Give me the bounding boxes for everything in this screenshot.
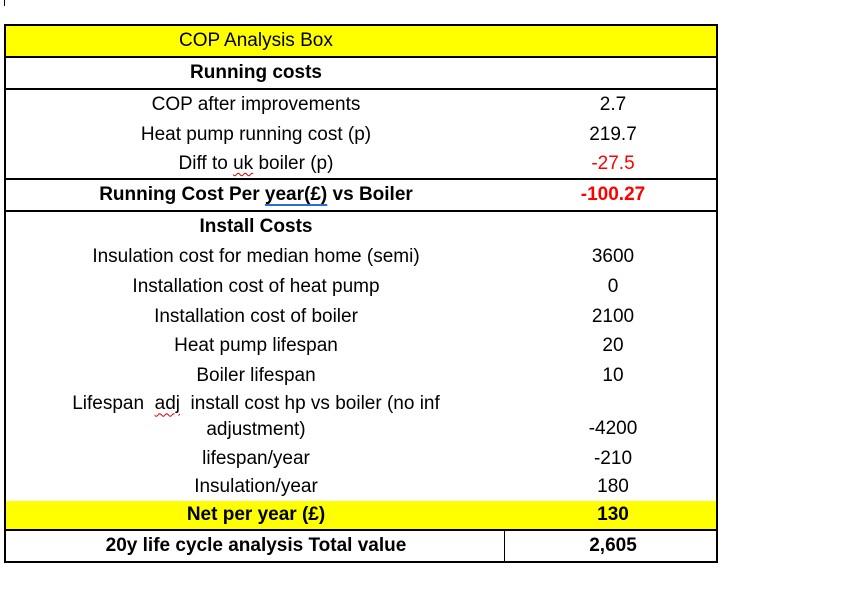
- label-line-1: Lifespan adj install cost hp vs boiler (…: [72, 391, 440, 417]
- table-row: Lifespan adj install cost hp vs boiler (…: [4, 390, 718, 444]
- table-row: Insulation/year 180: [4, 473, 718, 501]
- label-part: boiler (p): [258, 153, 334, 175]
- empty-cell[interactable]: [506, 58, 720, 88]
- label-line-2: adjustment): [206, 419, 306, 440]
- table-row: Heat pump running cost (p) 219.7: [4, 120, 718, 150]
- summary-value[interactable]: -100.27: [580, 184, 646, 206]
- table-row: COP after improvements 2.7: [4, 90, 718, 120]
- running-costs-heading-row: Running costs: [4, 58, 718, 90]
- summary-label[interactable]: Running Cost Per year(£) vs Boiler: [6, 180, 506, 210]
- empty-cell[interactable]: [506, 212, 720, 242]
- running-costs-heading[interactable]: Running costs: [190, 62, 322, 84]
- net-per-year-row: Net per year (£) 130: [4, 501, 718, 529]
- cell-corner-mark: [4, 0, 5, 6]
- row-value[interactable]: 10: [602, 364, 624, 386]
- label-part: Running Cost Per: [99, 184, 260, 206]
- table-row: Installation cost of heat pump 0: [4, 272, 718, 302]
- table-row: Installation cost of boiler 2100: [4, 302, 718, 331]
- row-value[interactable]: 2100: [591, 305, 635, 327]
- label-part: vs Boiler: [332, 184, 413, 206]
- lifecycle-label[interactable]: 20y life cycle analysis Total value: [105, 535, 407, 557]
- net-value[interactable]: 130: [597, 504, 629, 526]
- column-divider: [504, 531, 505, 561]
- row-label[interactable]: Lifespan adj install cost hp vs boiler (…: [6, 390, 506, 444]
- table-row: Insulation cost for median home (semi) 3…: [4, 242, 718, 272]
- row-label[interactable]: Installation cost of boiler: [154, 305, 358, 327]
- row-value[interactable]: 20: [602, 335, 624, 357]
- row-label[interactable]: Boiler lifespan: [196, 364, 316, 386]
- spellcheck-flag: uk: [233, 153, 254, 175]
- running-cost-summary-row: Running Cost Per year(£) vs Boiler -100.…: [4, 180, 718, 212]
- row-label[interactable]: Diff to uk boiler (p): [6, 150, 506, 178]
- row-value[interactable]: 0: [607, 276, 619, 298]
- label-part: Diff to: [178, 153, 228, 175]
- net-label[interactable]: Net per year (£): [186, 504, 326, 526]
- row-value-negative[interactable]: -27.5: [591, 153, 635, 175]
- row-label[interactable]: Insulation/year: [194, 476, 318, 498]
- table-row: Diff to uk boiler (p) -27.5: [4, 150, 718, 180]
- label-part: Lifespan: [72, 393, 150, 415]
- row-value[interactable]: -4200: [588, 418, 638, 440]
- row-value[interactable]: 180: [597, 476, 629, 498]
- row-value[interactable]: -210: [593, 447, 633, 469]
- title-row: COP Analysis Box: [4, 24, 718, 58]
- lifecycle-value[interactable]: 2,605: [589, 535, 637, 557]
- table-row: Heat pump lifespan 20: [4, 331, 718, 361]
- row-label[interactable]: Heat pump lifespan: [174, 335, 338, 357]
- label-part: install cost hp vs boiler (no inf: [185, 393, 440, 415]
- spellcheck-flag: adj: [154, 393, 180, 415]
- table-row: Boiler lifespan 10: [4, 361, 718, 390]
- table-title[interactable]: COP Analysis Box: [179, 30, 333, 52]
- row-value[interactable]: 2.7: [599, 94, 627, 116]
- row-label[interactable]: Installation cost of heat pump: [132, 276, 380, 298]
- row-label[interactable]: lifespan/year: [202, 447, 310, 469]
- row-label[interactable]: Heat pump running cost (p): [140, 124, 372, 146]
- row-value[interactable]: 219.7: [589, 124, 637, 146]
- table-row: lifespan/year -210: [4, 444, 718, 473]
- install-costs-heading-row: Install Costs: [4, 212, 718, 242]
- install-costs-heading[interactable]: Install Costs: [199, 216, 313, 238]
- row-label[interactable]: COP after improvements: [151, 94, 361, 116]
- lifecycle-total-row: 20y life cycle analysis Total value 2,60…: [4, 529, 718, 563]
- grammar-flag: year(£): [264, 184, 328, 206]
- row-label[interactable]: Insulation cost for median home (semi): [92, 246, 420, 268]
- row-value[interactable]: 3600: [591, 246, 635, 268]
